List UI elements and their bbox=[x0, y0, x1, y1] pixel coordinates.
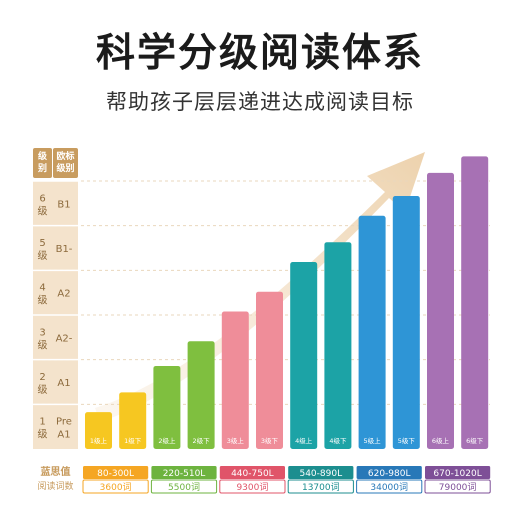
bar bbox=[392, 196, 420, 449]
cefr-header-text: 欧标 bbox=[56, 150, 74, 162]
lexile-badge bbox=[356, 466, 422, 479]
cefr-level: B1 bbox=[57, 199, 70, 210]
bar-label: 1级下 bbox=[124, 436, 142, 445]
bar-labels: 1级上 1级下 2级上 2级下 3级上 3级下 4级上 4级下 5级上 5级下 6级上 6级下 bbox=[90, 436, 484, 445]
lexile-badge bbox=[83, 466, 149, 479]
grade-char: 级 bbox=[38, 384, 48, 396]
bar bbox=[187, 341, 215, 449]
level-header-text-2: 别 bbox=[37, 162, 47, 174]
cefr-level-sub: A1 bbox=[57, 430, 70, 441]
lexile-value: 440-750L bbox=[231, 469, 274, 479]
bar bbox=[256, 291, 283, 449]
bar-label: 3级下 bbox=[261, 436, 279, 445]
grade-number: 4 bbox=[39, 283, 45, 294]
bar bbox=[153, 365, 181, 449]
bar-label: 5级下 bbox=[398, 436, 416, 445]
grade-char: 级 bbox=[38, 205, 48, 217]
cefr-level: B1- bbox=[56, 244, 73, 255]
lexile-badge bbox=[151, 466, 217, 479]
bar bbox=[119, 392, 147, 449]
vocab-badge bbox=[82, 479, 149, 494]
bar bbox=[427, 172, 454, 449]
grade-number: 2 bbox=[39, 372, 45, 383]
vocab-badge bbox=[287, 479, 354, 494]
bar-label: 4级下 bbox=[329, 436, 347, 445]
vocab-badge bbox=[150, 479, 218, 494]
cefr-level: A2- bbox=[56, 333, 73, 344]
page-subtitle: 帮助孩子层层递进达成阅读目标 bbox=[106, 90, 414, 114]
grade-char: 级 bbox=[38, 429, 48, 441]
cefr-header-text-2: 级别 bbox=[55, 162, 74, 174]
footer-lexile-label: 蓝思值 bbox=[41, 465, 71, 478]
vocab-badge bbox=[424, 479, 491, 494]
cefr-level: A2 bbox=[57, 289, 70, 300]
vocab-value: 13700词 bbox=[302, 482, 340, 493]
cefr-level: Pre bbox=[56, 417, 72, 428]
grade-char: 级 bbox=[38, 295, 48, 307]
vocab-value: 9300词 bbox=[236, 482, 268, 493]
bar bbox=[290, 262, 318, 449]
bar bbox=[324, 242, 352, 449]
level-header-tag: 级 别 bbox=[33, 148, 52, 178]
grade-number: 1 bbox=[39, 417, 45, 428]
grade-number: 6 bbox=[39, 193, 45, 204]
growth-arrow-icon bbox=[95, 152, 425, 422]
vocab-badge bbox=[219, 479, 286, 494]
lexile-value: 540-890L bbox=[299, 469, 342, 479]
vocab-value: 3600词 bbox=[100, 482, 132, 493]
vocab-value: 79000词 bbox=[439, 482, 477, 493]
bar-label: 1级上 bbox=[90, 436, 108, 445]
grade-char: 级 bbox=[38, 339, 48, 351]
footer-vocab-label: 阅读词数 bbox=[37, 480, 73, 492]
bar-label: 6级上 bbox=[432, 436, 450, 445]
lexile-value: 80-300L bbox=[97, 469, 134, 479]
bar-label: 3级上 bbox=[227, 436, 245, 445]
bar bbox=[221, 311, 249, 449]
lexile-badge bbox=[425, 466, 491, 479]
lexile-value: 620-980L bbox=[368, 469, 411, 479]
lexile-value: 670-1020L bbox=[433, 469, 481, 479]
bar bbox=[461, 156, 489, 449]
bar bbox=[85, 412, 112, 449]
bar-label: 6级下 bbox=[466, 436, 484, 445]
bar-label: 5级上 bbox=[364, 436, 382, 445]
grade-number: 5 bbox=[39, 238, 45, 249]
bar-label: 2级上 bbox=[158, 436, 176, 445]
lexile-badge bbox=[288, 466, 354, 479]
lexile-value: 220-510L bbox=[163, 469, 206, 479]
bar-label: 2级下 bbox=[193, 436, 211, 445]
cefr-level: A1 bbox=[57, 378, 70, 389]
cefr-header-tag: 欧标 级别 bbox=[53, 148, 78, 178]
level-header-text: 级 bbox=[37, 150, 48, 162]
grade-number: 3 bbox=[39, 327, 45, 338]
vocab-badge bbox=[356, 479, 423, 494]
bars bbox=[85, 156, 489, 449]
vocab-value: 5500词 bbox=[168, 482, 200, 493]
vocab-value: 34000词 bbox=[370, 482, 408, 493]
bar bbox=[358, 215, 386, 449]
grade-char: 级 bbox=[38, 250, 48, 262]
lexile-badge bbox=[219, 466, 285, 479]
bar-label: 4级上 bbox=[295, 436, 313, 445]
page-title: 科学分级阅读体系 bbox=[95, 31, 424, 76]
